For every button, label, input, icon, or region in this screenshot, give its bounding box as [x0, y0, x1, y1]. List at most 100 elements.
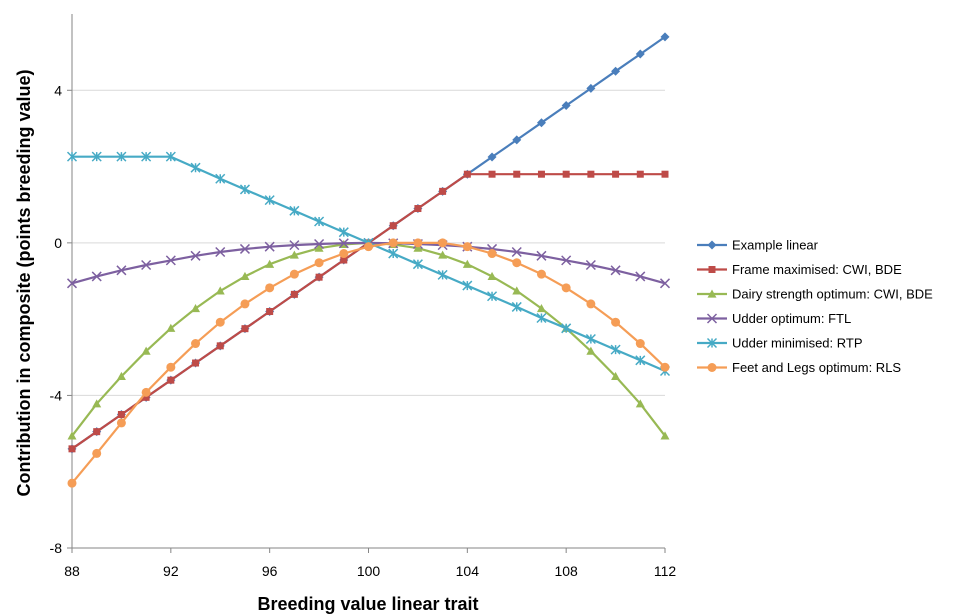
circle-marker — [561, 283, 571, 293]
series-line — [71, 241, 666, 437]
data-point — [512, 258, 522, 268]
circle-marker — [707, 363, 717, 372]
diamond-marker — [660, 32, 670, 42]
data-point — [289, 250, 299, 259]
circle-marker — [438, 238, 448, 248]
x-marker — [289, 240, 300, 251]
data-point — [68, 445, 76, 453]
star-marker — [437, 269, 448, 280]
legend-item: Udder minimised: RTP — [697, 336, 863, 351]
data-point — [338, 227, 349, 238]
square-marker — [439, 187, 447, 195]
data-point — [561, 255, 572, 266]
star-marker — [338, 227, 349, 238]
axes — [71, 14, 665, 549]
data-point — [91, 151, 102, 162]
star-marker — [561, 323, 572, 334]
diamond-marker — [536, 118, 546, 128]
star-marker — [511, 301, 522, 312]
data-point — [289, 240, 300, 251]
data-point — [239, 184, 250, 195]
square-marker — [537, 170, 545, 178]
series-line — [71, 173, 665, 450]
data-point — [536, 312, 547, 324]
data-point — [116, 151, 127, 162]
star-marker — [585, 333, 596, 345]
x-marker — [706, 313, 718, 324]
data-point — [462, 280, 473, 291]
x-marker — [141, 259, 152, 271]
square-marker — [612, 170, 620, 178]
data-point — [166, 362, 176, 372]
square-marker — [216, 342, 224, 350]
star-marker — [239, 184, 250, 195]
data-point — [536, 250, 547, 261]
y-tick-label: 0 — [54, 235, 62, 251]
data-point — [265, 259, 275, 268]
data-point — [91, 271, 102, 282]
circle-marker — [512, 258, 522, 268]
gridlines — [67, 89, 666, 553]
data-point — [487, 291, 498, 302]
data-point — [487, 271, 497, 281]
x-tick-label: 100 — [357, 563, 381, 579]
square-marker — [562, 170, 570, 178]
x-tick-labels: 88 92 96 100 104 108 112 — [64, 563, 676, 579]
star-marker — [462, 280, 473, 291]
data-point — [165, 255, 176, 266]
data-point — [512, 286, 522, 295]
triangle-marker — [215, 286, 225, 295]
circle-marker — [314, 258, 324, 268]
data-point — [264, 241, 275, 252]
data-point — [241, 325, 249, 333]
legend-label: Frame maximised: CWI, BDE — [732, 262, 902, 277]
data-point — [707, 240, 717, 250]
triangle-marker — [707, 289, 717, 298]
square-marker — [587, 170, 595, 178]
data-point — [215, 246, 226, 258]
circle-marker — [660, 362, 670, 372]
triangle-marker — [660, 431, 670, 440]
data-point — [438, 250, 448, 259]
x-tick-label: 104 — [456, 563, 480, 579]
series-2 — [67, 238, 670, 440]
x-tick-label: 92 — [163, 563, 179, 579]
star-marker — [190, 162, 201, 173]
data-point — [611, 371, 621, 380]
data-point — [462, 242, 472, 252]
square-marker — [93, 428, 101, 436]
star-marker — [635, 355, 646, 366]
circle-marker — [141, 387, 151, 397]
data-point — [116, 265, 127, 276]
triangle-marker — [166, 323, 176, 332]
x-tick-label: 108 — [554, 563, 578, 579]
star-marker — [487, 291, 498, 302]
star-marker — [706, 337, 718, 349]
triangle-marker — [413, 243, 423, 252]
star-marker — [314, 216, 325, 227]
data-point — [586, 299, 596, 309]
data-point — [190, 250, 201, 261]
circle-marker — [487, 249, 497, 259]
data-point — [92, 448, 102, 458]
triangle-marker — [240, 271, 250, 281]
circle-marker — [265, 283, 275, 293]
data-point — [289, 269, 299, 279]
triangle-marker — [438, 250, 448, 259]
x-marker — [215, 246, 226, 258]
data-point — [512, 135, 522, 145]
data-point — [706, 337, 718, 349]
data-point — [585, 259, 596, 271]
plot-area — [66, 32, 671, 488]
circle-marker — [215, 317, 225, 327]
x-marker — [635, 271, 646, 282]
square-marker — [142, 393, 150, 401]
circle-marker — [611, 317, 621, 327]
x-marker — [91, 271, 102, 282]
data-point — [536, 118, 546, 128]
data-point — [289, 205, 300, 216]
circle-marker — [240, 299, 250, 309]
data-point — [437, 269, 448, 280]
square-marker — [463, 170, 471, 178]
square-marker — [167, 376, 175, 384]
